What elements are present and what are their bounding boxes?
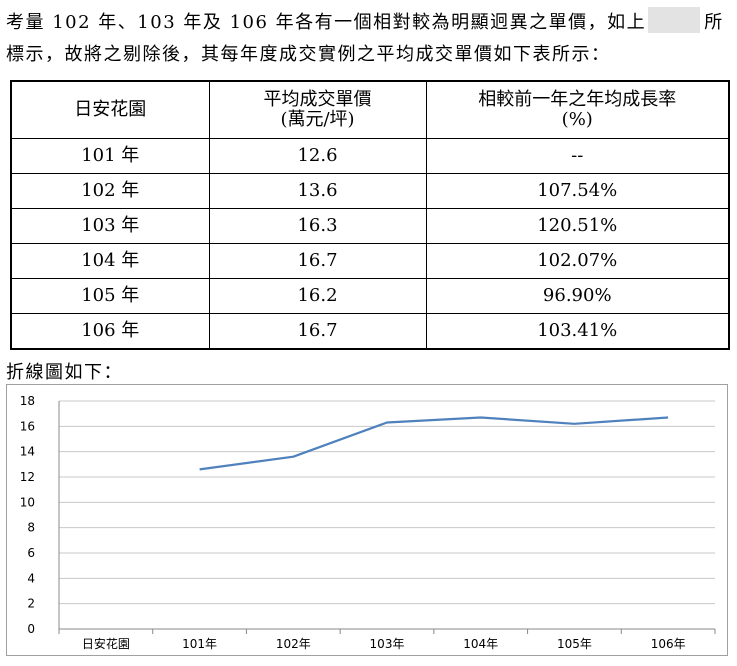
x-tick-label: 105年 [557, 637, 592, 651]
paragraph-line-1: 考量 102 年、103 年及 106 年各有一個相對較為明顯迥異之單價，如上 所 [6, 7, 724, 36]
cell-growth: 107.54% [425, 173, 730, 209]
chart-caption: 折線圖如下： [6, 362, 123, 383]
y-tick-label: 8 [27, 521, 35, 535]
y-tick-label: 2 [27, 597, 35, 611]
cell-growth: -- [425, 138, 730, 174]
header-avg-price-unit: (萬元/坪) [280, 109, 355, 130]
header-growth-rate-label: 相較前一年之年均成長率 [478, 89, 677, 110]
cell-year: 104 年 [10, 243, 210, 279]
cell-price: 16.2 [208, 278, 427, 314]
cell-price: 16.7 [208, 313, 427, 350]
table-row: 105 年 16.2 96.90% [10, 278, 730, 314]
series-line [199, 416, 669, 471]
table-row: 102 年 13.6 107.54% [10, 173, 730, 209]
cell-year: 103 年 [10, 208, 210, 244]
table-row: 104 年 16.7 102.07% [10, 243, 730, 279]
paragraph-line-1-text: 考量 102 年、103 年及 106 年各有一個相對較為明顯迥異之單價，如上 [6, 12, 647, 33]
header-community-label: 日安花園 [74, 99, 147, 120]
x-tick-label: 101年 [182, 637, 217, 651]
header-avg-price: 平均成交單價 (萬元/坪) [208, 80, 427, 139]
cell-price: 16.7 [208, 243, 427, 279]
table-header-row: 日安花園 平均成交單價 (萬元/坪) 相較前一年之年均成長率 (%) [10, 80, 730, 139]
y-tick-label: 14 [20, 445, 35, 459]
cell-year: 106 年 [10, 313, 210, 350]
line-chart-frame: 0 2 4 6 8 10 12 14 16 18 日安花園 101年 102年 103年 104年 105年 1… [6, 384, 728, 656]
x-tick-label: 103年 [370, 637, 405, 651]
header-community: 日安花園 [10, 80, 210, 139]
header-avg-price-label: 平均成交單價 [263, 89, 372, 110]
table-row: 101 年 12.6 -- [10, 138, 730, 174]
cell-price: 16.3 [208, 208, 427, 244]
paragraph-line-2: 標示，故將之剔除後，其每年度成交實例之平均成交單價如下表所示： [6, 44, 611, 65]
redacted-block [648, 7, 701, 33]
cell-price: 12.6 [208, 138, 427, 174]
cell-year: 101 年 [10, 138, 210, 174]
cell-growth: 120.51% [425, 208, 730, 244]
x-tick-label: 日安花園 [82, 636, 130, 651]
y-tick-label: 12 [20, 470, 35, 484]
y-tick-label: 4 [27, 571, 35, 585]
header-growth-rate-unit: (%) [561, 109, 593, 130]
x-tick-label: 102年 [276, 637, 311, 651]
x-tick-label: 104年 [463, 637, 498, 651]
x-tick-label: 106年 [651, 637, 686, 651]
cell-growth: 103.41% [425, 313, 730, 350]
header-growth-rate: 相較前一年之年均成長率 (%) [425, 80, 730, 139]
y-tick-label: 6 [27, 546, 35, 560]
y-tick-label: 0 [27, 622, 35, 636]
cell-year: 105 年 [10, 278, 210, 314]
cell-price: 13.6 [208, 173, 427, 209]
y-tick-label: 18 [20, 394, 35, 408]
paragraph-line-1-end: 所 [704, 12, 724, 33]
y-tick-label: 10 [20, 495, 35, 509]
y-tick-label: 16 [20, 419, 35, 433]
line-chart: 0 2 4 6 8 10 12 14 16 18 日安花園 101年 102年 103年 104年 105年 1… [20, 394, 716, 651]
cell-growth: 102.07% [425, 243, 730, 279]
table-row: 103 年 16.3 120.51% [10, 208, 730, 244]
price-table: 日安花園 平均成交單價 (萬元/坪) 相較前一年之年均成長率 (%) 101 年 12… [10, 80, 730, 350]
table-row: 106 年 16.7 103.41% [10, 313, 730, 350]
cell-growth: 96.90% [425, 278, 730, 314]
cell-year: 102 年 [10, 173, 210, 209]
